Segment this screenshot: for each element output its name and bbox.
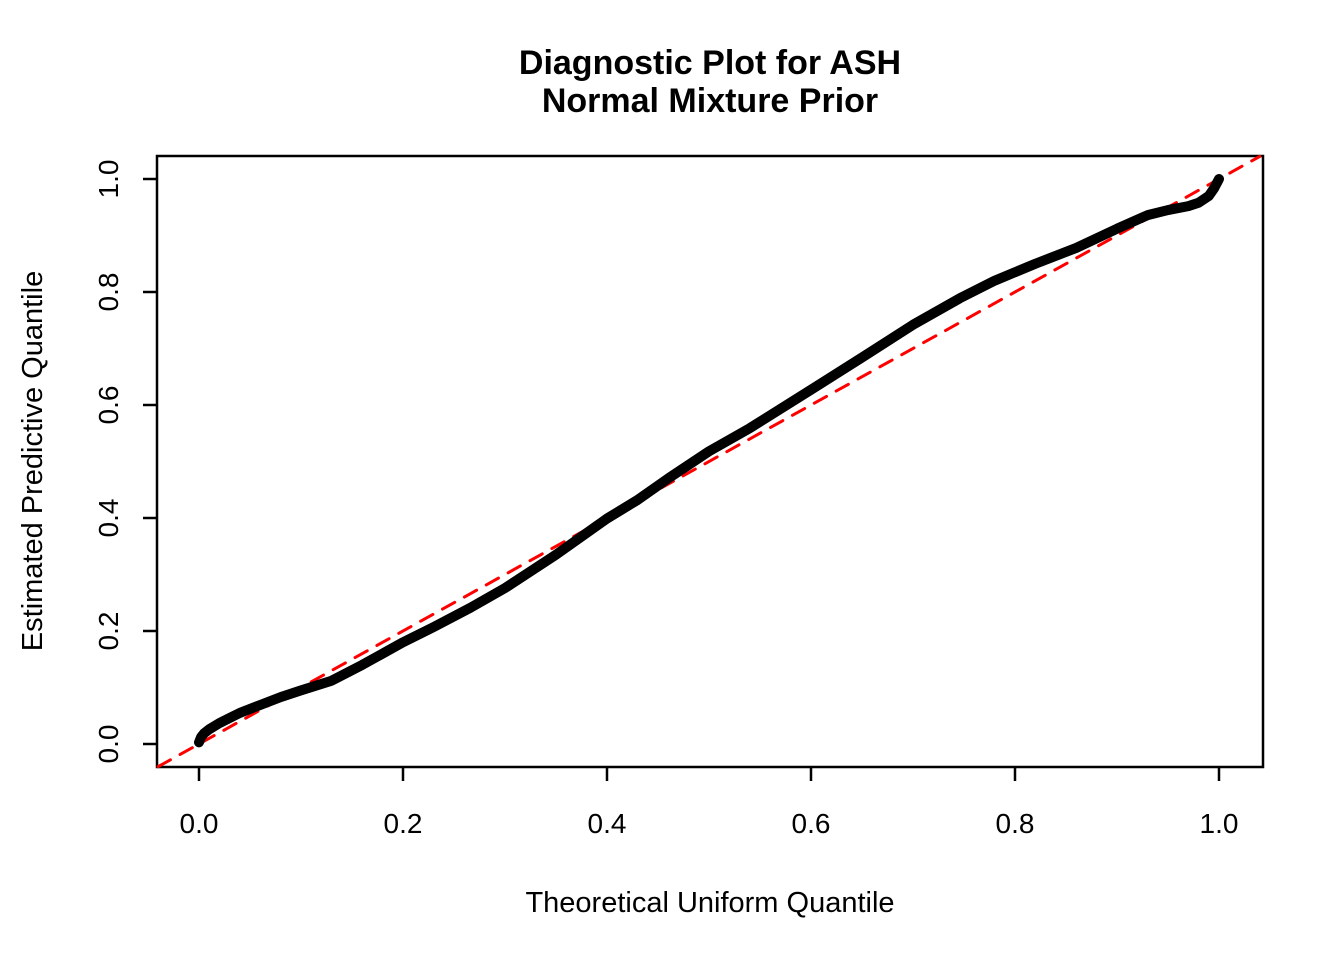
y-axis-tick-label: 0.0 — [93, 725, 124, 764]
y-axis: 0.0 0.2 0.4 0.6 0.8 1.0 — [93, 160, 157, 764]
y-axis-tick-label: 1.0 — [93, 160, 124, 199]
y-axis-tick-label: 0.8 — [93, 273, 124, 312]
reference-diagonal-y-equals-x-line — [156, 154, 1262, 769]
x-axis-tick-label: 0.2 — [384, 808, 423, 839]
chart-title-line-1: Diagnostic Plot for ASH — [519, 44, 901, 82]
x-axis-tick-label: 0.4 — [588, 808, 627, 839]
chart-title-line-2: Normal Mixture Prior — [542, 82, 878, 120]
estimated-predictive-quantile-curve-line — [194, 174, 1224, 748]
x-axis: 0.0 0.2 0.4 0.6 0.8 1.0 — [180, 767, 1239, 839]
x-axis-title: Theoretical Uniform Quantile — [525, 887, 894, 919]
y-axis-tick-label: 0.6 — [93, 386, 124, 425]
x-axis-tick-label: 1.0 — [1200, 808, 1239, 839]
plot-box — [155, 154, 1265, 769]
x-axis-tick-label: 0.8 — [996, 808, 1035, 839]
y-axis-tick-label: 0.4 — [93, 499, 124, 538]
y-axis-tick-label: 0.2 — [93, 612, 124, 651]
y-axis-title: Estimated Predictive Quantile — [17, 271, 49, 651]
x-axis-tick-label: 0.0 — [180, 808, 219, 839]
series-group — [156, 154, 1262, 769]
x-axis-tick-label: 0.6 — [792, 808, 831, 839]
